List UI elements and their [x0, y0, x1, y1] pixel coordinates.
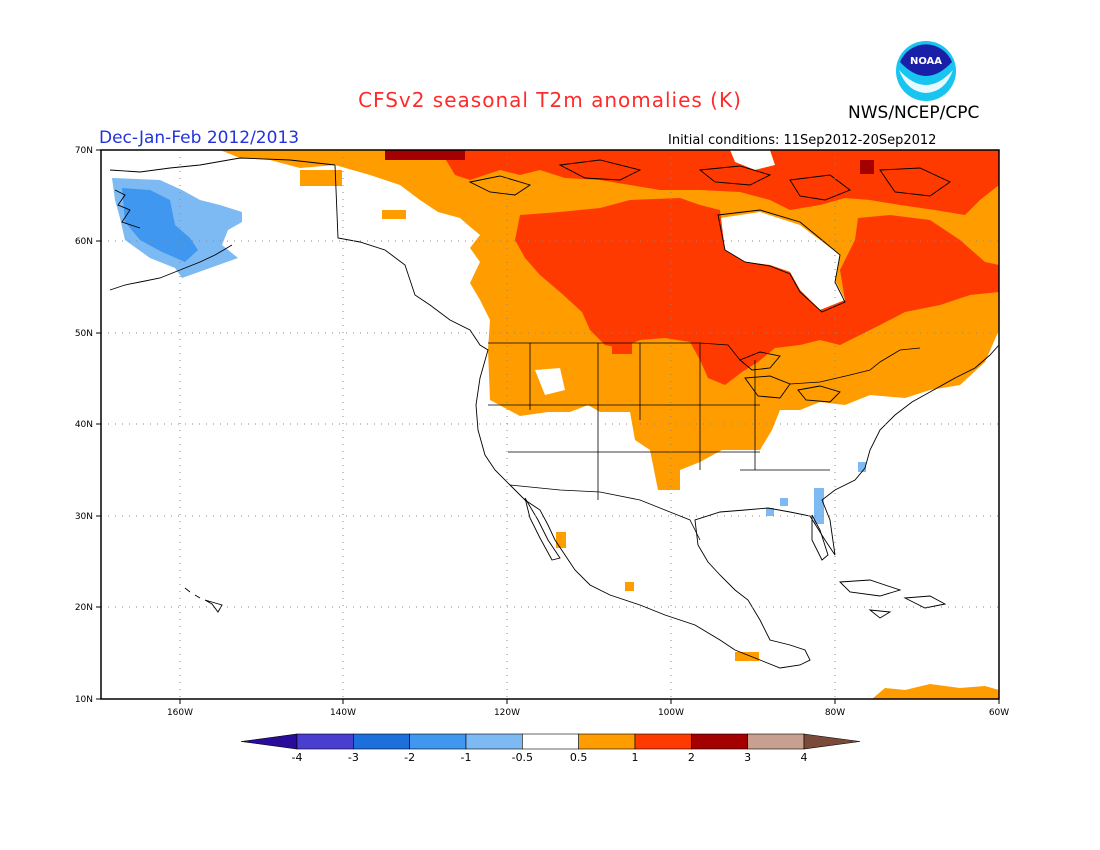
colorbar-swatch	[803, 733, 861, 750]
colorbar-swatch	[296, 733, 354, 750]
colorbar: -4 -3 -2 -1 -0.5 0.5 1 2 3 4	[240, 733, 861, 764]
gridlines	[101, 150, 999, 699]
anomaly-region-blue	[122, 188, 198, 262]
initial-conditions-label: Initial conditions: 11Sep2012-20Sep2012	[668, 133, 937, 148]
anomaly-patch-darkred	[860, 160, 874, 174]
lat-label: 40N	[75, 420, 93, 430]
organization-label: NWS/NCEP/CPC	[848, 103, 980, 123]
anomaly-patch-orange	[556, 532, 566, 548]
colorbar-label: -0.5	[512, 751, 533, 764]
lon-label: 120W	[494, 708, 520, 718]
coastlines	[109, 157, 999, 669]
colorbar-swatch	[409, 733, 467, 750]
lon-label: 60W	[989, 708, 1009, 718]
colorbar-label: 0.5	[570, 751, 588, 764]
lat-label: 10N	[75, 695, 93, 705]
no-anomaly-hole	[720, 212, 845, 310]
anomaly-patch-darkred	[385, 150, 465, 160]
no-anomaly-hole	[730, 150, 775, 170]
political-borders	[488, 342, 921, 541]
noaa-logo: NOAA	[896, 41, 956, 101]
anomaly-patch-orange	[382, 210, 406, 219]
anomaly-patch-lightblue	[766, 508, 774, 516]
colorbar-swatch	[522, 733, 579, 750]
colorbar-swatch	[747, 733, 805, 750]
lon-label: 160W	[167, 708, 193, 718]
season-label: Dec-Jan-Feb 2012/2013	[99, 128, 300, 148]
chart-title: CFSv2 seasonal T2m anomalies (K)	[358, 88, 742, 112]
colorbar-label: 3	[744, 751, 751, 764]
colorbar-label: 4	[801, 751, 808, 764]
colorbar-label: -3	[348, 751, 359, 764]
anomaly-patch-orange	[625, 582, 634, 591]
colorbar-swatch	[465, 733, 523, 750]
colorbar-label: 1	[632, 751, 639, 764]
colorbar-swatch	[578, 733, 636, 750]
anomaly-patch-red	[612, 342, 632, 354]
anomaly-patch-orange	[735, 652, 759, 661]
lat-label: 20N	[75, 603, 93, 613]
lon-label: 100W	[658, 708, 684, 718]
logo-text: NOAA	[910, 56, 942, 67]
colorbar-label: -4	[292, 751, 303, 764]
lat-label: 70N	[75, 146, 93, 156]
anomaly-patch-lightblue	[780, 498, 788, 506]
colorbar-swatch	[353, 733, 410, 750]
lon-label: 140W	[330, 708, 356, 718]
anomaly-region-red	[515, 198, 999, 385]
lat-label: 30N	[75, 512, 93, 522]
colorbar-swatch	[691, 733, 748, 750]
anomaly-patch-lightblue	[858, 462, 866, 472]
no-anomaly-hole	[535, 368, 565, 395]
colorbar-label: 2	[688, 751, 695, 764]
anomaly-patch-lightblue	[814, 488, 824, 524]
colorbar-swatch	[634, 733, 692, 750]
axis-ticks	[96, 149, 1000, 704]
anomaly-patch-orange	[300, 170, 342, 186]
colorbar-label: -2	[404, 751, 415, 764]
anomaly-patch-orange	[872, 684, 999, 699]
lat-label: 60N	[75, 237, 93, 247]
lon-label: 80W	[825, 708, 845, 718]
colorbar-label: -1	[461, 751, 472, 764]
lat-label: 50N	[75, 329, 93, 339]
colorbar-swatch	[240, 733, 298, 750]
